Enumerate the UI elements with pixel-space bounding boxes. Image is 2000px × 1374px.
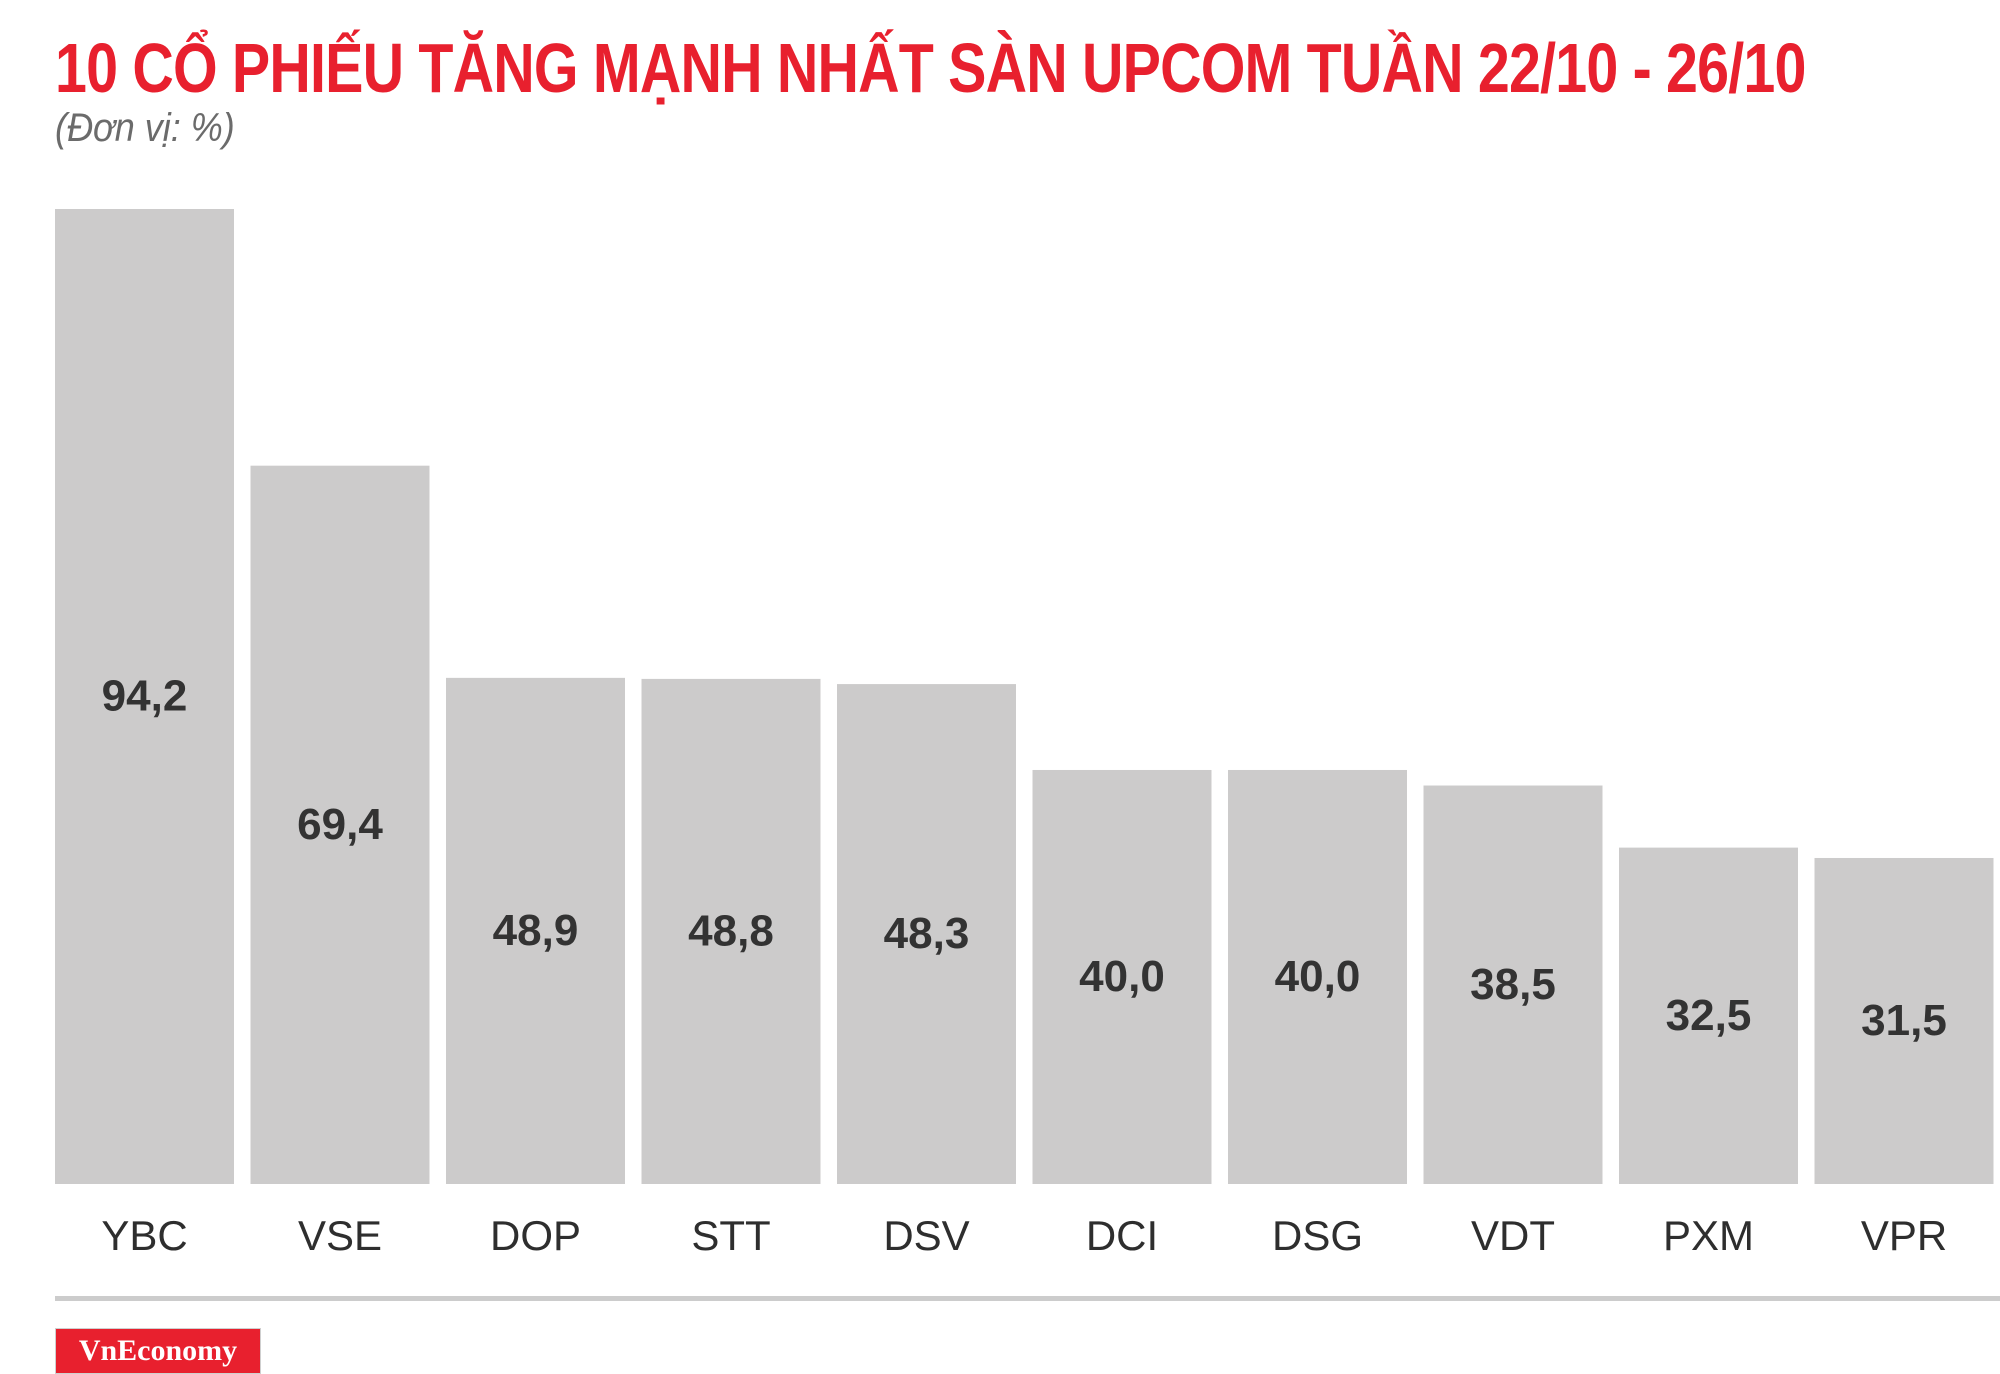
footer-divider [55, 1296, 2000, 1301]
bar-stt [641, 678, 821, 1184]
bar-vpr [1814, 857, 1994, 1184]
value-label-vdt: 38,5 [1470, 960, 1556, 1009]
category-label-vpr: VPR [1861, 1212, 1947, 1259]
category-label-dsg: DSG [1272, 1212, 1363, 1259]
category-label-vse: VSE [298, 1212, 382, 1259]
bar-vdt [1423, 785, 1603, 1184]
value-label-dsv: 48,3 [884, 909, 970, 958]
chart-title: 10 CỔ PHIẾU TĂNG MẠNH NHẤT SÀN UPCOM TUẦ… [55, 29, 1806, 107]
bar-dsg [1228, 769, 1407, 1184]
value-label-vpr: 31,5 [1861, 996, 1947, 1045]
category-label-dci: DCI [1086, 1212, 1158, 1259]
vneconomy-logo: VnEconomy [55, 1328, 261, 1374]
value-label-ybc: 94,2 [102, 672, 188, 721]
bar-vse [250, 465, 430, 1185]
category-label-stt: STT [691, 1212, 770, 1259]
bar-pxm [1619, 847, 1798, 1184]
category-label-dsv: DSV [883, 1212, 969, 1259]
category-label-vdt: VDT [1471, 1212, 1555, 1259]
value-label-stt: 48,8 [688, 906, 774, 955]
category-label-pxm: PXM [1663, 1212, 1754, 1259]
category-label-dop: DOP [490, 1212, 581, 1259]
bar-dop [446, 677, 625, 1184]
value-label-dsg: 40,0 [1275, 952, 1361, 1001]
bar-chart: 94,2 YBC 69,4 VSE 48,9 DOP 48,8 STT 48,3 DSV 40,0 D… [55, 209, 1994, 1259]
value-label-dop: 48,9 [493, 906, 579, 955]
value-label-vse: 69,4 [297, 800, 383, 849]
bar-dci [1032, 769, 1212, 1184]
value-label-pxm: 32,5 [1666, 991, 1752, 1040]
bar-ybc [55, 209, 234, 1184]
value-label-dci: 40,0 [1079, 952, 1165, 1001]
unit-label: (Đơn vị: %) [55, 106, 235, 150]
category-label-ybc: YBC [101, 1212, 187, 1259]
bar-dsv [837, 684, 1016, 1184]
